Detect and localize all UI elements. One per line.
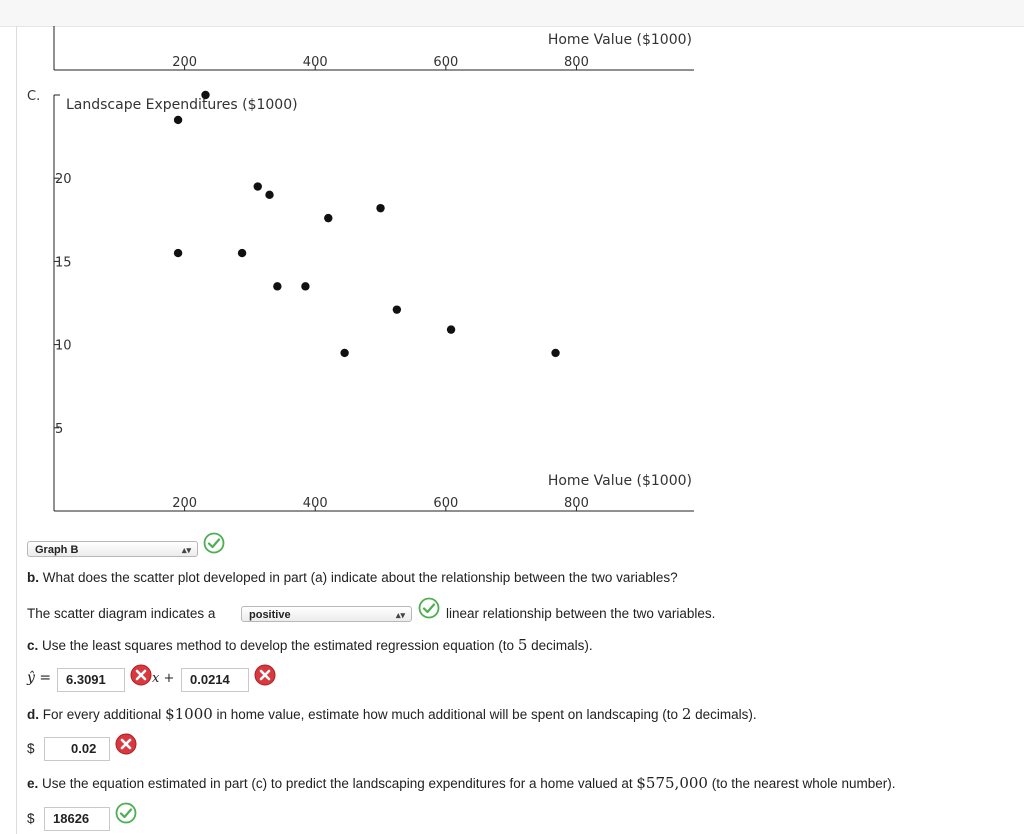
data-point xyxy=(273,282,282,291)
question-c-decimals: 5 xyxy=(517,636,528,654)
data-point xyxy=(173,248,183,258)
graph-select-value: Graph B xyxy=(35,544,79,556)
chart-c-y-ticks: 5 10 15 20 xyxy=(54,172,72,437)
data-point xyxy=(340,348,349,358)
slope-dollar-value: 0.02 xyxy=(71,741,97,756)
question-b-text: What does the scatter plot developed in … xyxy=(39,570,678,585)
chart-c-points xyxy=(173,90,560,358)
question-e-amount: $575,000 xyxy=(636,774,708,792)
question-b-sentence-start: The scatter diagram indicates a xyxy=(27,606,216,621)
chart-c-x-tick-label: 200 xyxy=(172,496,197,511)
top-chart-x-tick-label: 600 xyxy=(433,55,458,70)
chart-c-x-ticks: 200 400 600 800 xyxy=(172,496,589,511)
data-point xyxy=(376,203,385,213)
chart-c-y-tick-label: 10 xyxy=(55,339,72,354)
top-chart-x-tick-label: 200 xyxy=(172,55,197,70)
question-b-sentence-end: linear relationship between the two vari… xyxy=(446,606,716,621)
prediction-input[interactable]: 18626 xyxy=(44,807,110,831)
yhat-label: ŷ = xyxy=(27,670,52,686)
chart-c-x-tick-label: 600 xyxy=(433,496,458,511)
relationship-select[interactable]: positive ▴▾ xyxy=(241,606,412,622)
x-icon xyxy=(115,733,137,755)
question-e-prompt: e. Use the equation estimated in part (c… xyxy=(27,774,896,792)
graph-c-label: C. xyxy=(27,89,40,104)
question-e-text-before: Use the equation estimated in part (c) t… xyxy=(38,776,637,791)
chart-c-y-tick-label: 5 xyxy=(55,422,63,437)
question-d-decimals: 2 xyxy=(681,705,692,723)
question-e-text-after: (to the nearest whole number). xyxy=(707,776,896,791)
data-point xyxy=(551,348,560,358)
check-icon xyxy=(418,597,440,619)
select-arrows-icon: ▴▾ xyxy=(395,610,405,620)
question-d-amount: $1000 xyxy=(165,705,213,723)
question-d-text-after: decimals). xyxy=(691,707,757,722)
question-d-prompt: d. For every additional $1000 in home va… xyxy=(27,705,757,723)
chart-c-x-tick-label: 800 xyxy=(564,496,589,511)
chart-c-y-tick-label: 20 xyxy=(55,172,72,187)
data-point xyxy=(392,305,402,314)
check-icon xyxy=(115,802,137,824)
chart-c-x-axis-label: Home Value ($1000) xyxy=(548,473,692,489)
top-chart-x-ticks: 200 400 600 800 xyxy=(172,55,589,70)
chart-c-y-axis-label: Landscape Expenditures ($1000) xyxy=(66,97,298,113)
question-e-currency: $ xyxy=(27,811,35,826)
select-arrows-icon: ▴▾ xyxy=(181,545,191,555)
check-icon xyxy=(203,532,225,554)
slope-dollar-input[interactable]: 0.02 xyxy=(44,737,110,761)
question-c-text-before: Use the least squares method to develop … xyxy=(38,638,518,653)
data-point xyxy=(265,190,274,200)
x-icon xyxy=(130,664,152,686)
top-chart: 200 400 600 800 Home Value ($1000) xyxy=(53,26,694,71)
question-d-text-middle: in home value, estimate how much additio… xyxy=(212,707,682,722)
data-point xyxy=(237,248,247,258)
data-point xyxy=(301,282,310,291)
scatter-plots: 200 400 600 800 Home Value ($1000) C. Lands… xyxy=(27,26,694,512)
slope-input[interactable]: 0.0214 xyxy=(181,668,249,692)
question-d-prefix: d. xyxy=(27,707,39,722)
top-chart-x-axis-label: Home Value ($1000) xyxy=(548,32,692,48)
chart-c-x-tick-label: 400 xyxy=(303,496,328,511)
question-b-prefix: b. xyxy=(27,570,39,585)
top-chart-x-tick-label: 800 xyxy=(564,55,589,70)
question-d-text-before: For every additional xyxy=(39,707,166,722)
question-c-prefix: c. xyxy=(27,638,39,653)
top-chart-x-tick-label: 400 xyxy=(303,55,328,70)
content-left-rule xyxy=(16,26,17,834)
data-point xyxy=(173,115,183,125)
data-point xyxy=(446,325,456,334)
data-point xyxy=(324,213,333,223)
x-term-label: x + xyxy=(152,671,175,686)
data-point xyxy=(201,90,210,100)
data-point xyxy=(253,182,262,191)
intercept-input[interactable]: 6.3091 xyxy=(57,668,125,692)
question-d-currency: $ xyxy=(27,741,35,756)
chart-c-y-tick-label: 15 xyxy=(55,255,72,270)
relationship-select-value: positive xyxy=(249,609,291,621)
graph-select[interactable]: Graph B ▴▾ xyxy=(27,541,198,557)
question-c-text-after: decimals). xyxy=(527,638,593,653)
question-e-prefix: e. xyxy=(27,776,39,791)
question-b-prompt: b. What does the scatter plot developed … xyxy=(27,570,678,585)
question-c-prompt: c. Use the least squares method to devel… xyxy=(27,636,593,654)
top-bar xyxy=(0,0,1024,27)
x-icon xyxy=(254,664,276,686)
chart-c: Landscape Expenditures ($1000) Home Valu… xyxy=(53,90,694,512)
